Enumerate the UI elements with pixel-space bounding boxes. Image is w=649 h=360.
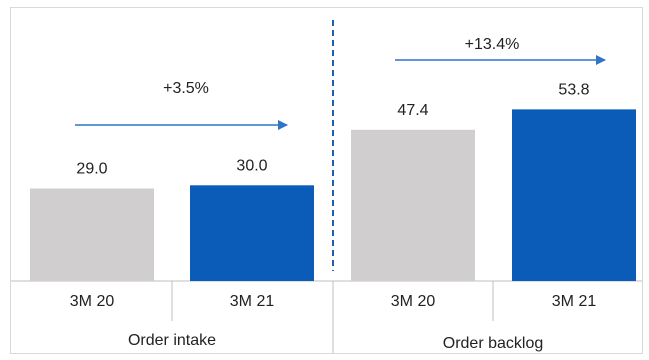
bar-order-intake-3m21 <box>190 185 314 281</box>
bar-order-backlog-3m21 <box>512 109 636 282</box>
data-label-order-backlog-3m20: 47.4 <box>397 102 428 119</box>
x-tick-label-order-backlog-3m20: 3M 20 <box>391 293 436 310</box>
group-label-order-intake: Order intake <box>128 332 216 349</box>
change-label-order-intake: +3.5% <box>163 80 209 97</box>
change-label-order-backlog: +13.4% <box>465 36 520 53</box>
x-tick-label-order-intake-3m21: 3M 21 <box>230 293 275 310</box>
group-label-order-backlog: Order backlog <box>443 335 544 352</box>
bar-order-intake-3m20 <box>30 188 154 281</box>
chart-frame <box>10 7 643 354</box>
data-label-order-backlog-3m21: 53.8 <box>558 81 589 98</box>
x-tick-label-order-intake-3m20: 3M 20 <box>70 293 115 310</box>
data-label-order-intake-3m20: 29.0 <box>76 160 107 177</box>
bar-order-backlog-3m20 <box>351 129 475 281</box>
data-label-order-intake-3m21: 30.0 <box>236 157 267 174</box>
x-tick-label-order-backlog-3m21: 3M 21 <box>552 293 597 310</box>
